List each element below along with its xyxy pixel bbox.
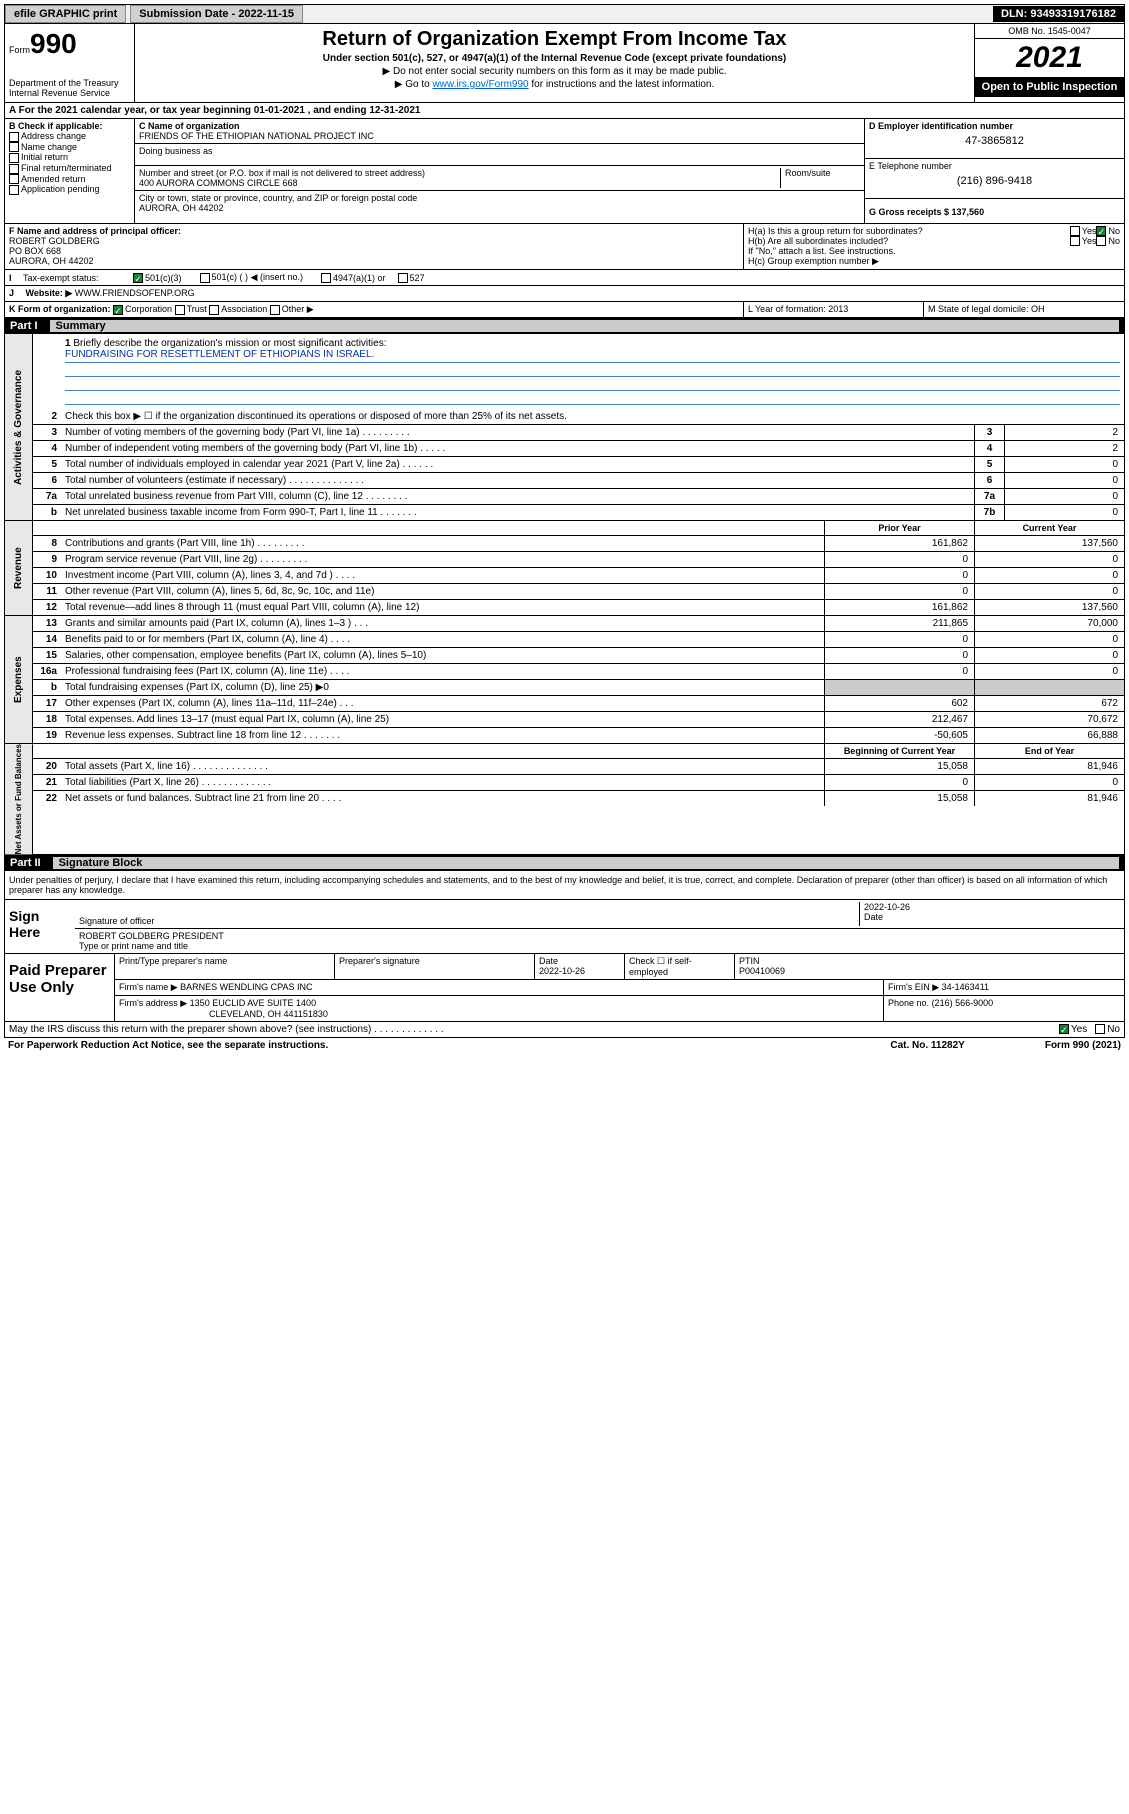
chk-527[interactable]: [398, 273, 408, 283]
mission-text: FUNDRAISING FOR RESETTLEMENT OF ETHIOPIA…: [65, 349, 1120, 363]
officer-addr2: AURORA, OH 44202: [9, 256, 739, 266]
paid-label: Paid Preparer Use Only: [5, 954, 115, 1021]
tax-status: I Tax-exempt status: 501(c)(3) 501(c) ( …: [4, 270, 1125, 286]
summary-rev: Revenue Prior YearCurrent Year 8Contribu…: [4, 521, 1125, 616]
chk-501c[interactable]: [200, 273, 210, 283]
year-formation: L Year of formation: 2013: [744, 302, 924, 317]
open-public: Open to Public Inspection: [975, 77, 1124, 97]
d-label: D Employer identification number: [869, 121, 1120, 131]
officer-sig-name: ROBERT GOLDBERG PRESIDENT: [79, 931, 1120, 941]
chk-501c3[interactable]: [133, 273, 143, 283]
ha-no[interactable]: [1096, 226, 1106, 236]
summary-gov: Activities & Governance 1 Briefly descri…: [4, 334, 1125, 521]
vert-gov: Activities & Governance: [5, 334, 33, 520]
ein: 47-3865812: [869, 135, 1120, 147]
colb-label: B Check if applicable:: [9, 121, 130, 131]
summary-exp: Expenses 13Grants and similar amounts pa…: [4, 616, 1125, 744]
discuss-row: May the IRS discuss this return with the…: [4, 1022, 1125, 1038]
chk-corp[interactable]: [113, 305, 123, 315]
domicile: M State of legal domicile: OH: [924, 302, 1124, 317]
addr-label: Number and street (or P.O. box if mail i…: [139, 168, 780, 178]
phone: (216) 896-9418: [869, 175, 1120, 187]
officer-name: ROBERT GOLDBERG: [9, 236, 739, 246]
form-header: Form990 Department of the Treasury Inter…: [4, 24, 1125, 103]
addr: 400 AURORA COMMONS CIRCLE 668: [139, 178, 780, 188]
sig-block: Under penalties of perjury, I declare th…: [4, 871, 1125, 954]
firm-name: BARNES WENDLING CPAS INC: [180, 982, 312, 992]
hb-yes[interactable]: [1070, 236, 1080, 246]
website: WWW.FRIENDSOFENP.ORG: [75, 288, 195, 298]
chk-final[interactable]: [9, 164, 19, 174]
formorg-row: K Form of organization: Corporation Trus…: [4, 302, 1125, 318]
subdate-btn[interactable]: Submission Date - 2022-11-15: [130, 5, 303, 23]
city-label: City or town, state or province, country…: [139, 193, 860, 203]
officer-row: F Name and address of principal officer:…: [4, 224, 1125, 270]
vert-exp: Expenses: [5, 616, 33, 743]
bottom-line: For Paperwork Reduction Act Notice, see …: [4, 1038, 1125, 1053]
chk-pending[interactable]: [9, 185, 19, 195]
dba-label: Doing business as: [139, 146, 860, 156]
summary-net: Net Assets or Fund Balances Beginning of…: [4, 744, 1125, 855]
vert-rev: Revenue: [5, 521, 33, 615]
vert-net: Net Assets or Fund Balances: [5, 744, 33, 854]
dept: Department of the Treasury Internal Reve…: [9, 78, 130, 98]
discuss-yes[interactable]: [1059, 1024, 1069, 1034]
chk-initial[interactable]: [9, 153, 19, 163]
hc: H(c) Group exemption number ▶: [748, 256, 1120, 267]
period: A For the 2021 calendar year, or tax yea…: [4, 103, 1125, 119]
ha-yes[interactable]: [1070, 226, 1080, 236]
chk-assoc[interactable]: [209, 305, 219, 315]
ha: H(a) Is this a group return for subordin…: [748, 226, 1070, 236]
g-label: G Gross receipts $ 137,560: [869, 207, 1120, 217]
topbar: efile GRAPHIC print Submission Date - 20…: [4, 4, 1125, 24]
efile-btn[interactable]: efile GRAPHIC print: [5, 5, 126, 23]
hb-note: If "No," attach a list. See instructions…: [748, 246, 1120, 256]
irs-link[interactable]: www.irs.gov/Form990: [432, 79, 528, 90]
dln: DLN: 93493319176182: [993, 6, 1124, 22]
chk-addr[interactable]: [9, 132, 19, 142]
chk-name[interactable]: [9, 142, 19, 152]
e-label: E Telephone number: [869, 161, 1120, 171]
section-bcde: B Check if applicable: Address change Na…: [4, 119, 1125, 224]
hb: H(b) Are all subordinates included?: [748, 236, 1070, 246]
instr1: ▶ Do not enter social security numbers o…: [143, 66, 966, 77]
year: 2021: [975, 39, 1124, 77]
org-name: FRIENDS OF THE ETHIOPIAN NATIONAL PROJEC…: [139, 131, 860, 141]
discuss-no[interactable]: [1095, 1024, 1105, 1034]
main-title: Return of Organization Exempt From Incom…: [143, 28, 966, 51]
instr2: ▶ Go to www.irs.gov/Form990 for instruct…: [143, 79, 966, 90]
chk-4947[interactable]: [321, 273, 331, 283]
paid-preparer: Paid Preparer Use Only Print/Type prepar…: [4, 954, 1125, 1022]
chk-other[interactable]: [270, 305, 280, 315]
form-num: 990: [30, 28, 77, 59]
room-label: Room/suite: [780, 168, 860, 188]
sign-here: Sign Here: [5, 900, 75, 953]
omb: OMB No. 1545-0047: [975, 24, 1124, 39]
declaration: Under penalties of perjury, I declare th…: [5, 871, 1124, 899]
chk-trust[interactable]: [175, 305, 185, 315]
city: AURORA, OH 44202: [139, 203, 860, 213]
part1-header: Part I Summary: [4, 318, 1125, 334]
chk-amended[interactable]: [9, 174, 19, 184]
part2-header: Part II Signature Block: [4, 855, 1125, 871]
website-row: J Website: ▶ WWW.FRIENDSOFENP.ORG: [4, 286, 1125, 302]
officer-addr1: PO BOX 668: [9, 246, 739, 256]
name-label: C Name of organization: [139, 121, 860, 131]
hb-no[interactable]: [1096, 236, 1106, 246]
f-label: F Name and address of principal officer:: [9, 226, 739, 236]
form-label: Form: [9, 45, 30, 55]
subtitle: Under section 501(c), 527, or 4947(a)(1)…: [143, 53, 966, 64]
